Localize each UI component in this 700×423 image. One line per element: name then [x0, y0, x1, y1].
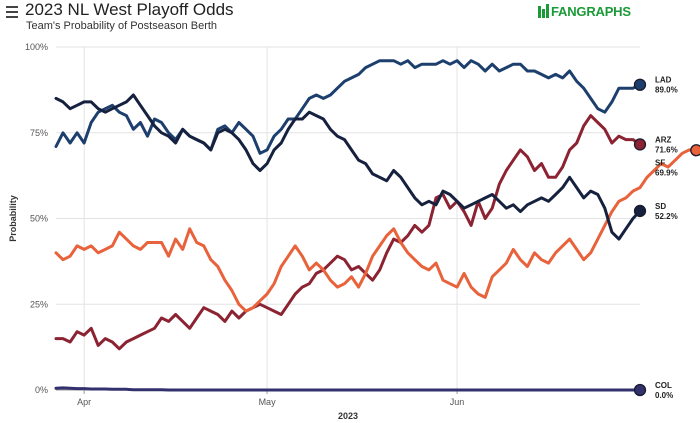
logo-text-graphs: GRAPHS [576, 3, 631, 19]
menu-icon[interactable] [6, 6, 18, 18]
y-axis-title: Probability [8, 195, 18, 242]
series-value-sf: 69.9% [655, 168, 678, 177]
y-tick-label: 0% [35, 385, 48, 395]
series-line-arz [54, 114, 642, 351]
x-axis-title: 2023 [338, 411, 358, 421]
series-value-col: 0.0% [655, 391, 673, 400]
series-value-sd: 52.2% [655, 212, 678, 221]
menu-bar [6, 16, 18, 18]
end-marker-col [633, 383, 647, 397]
series-label-arz: ARZ [655, 135, 672, 144]
series-value-lad: 89.0% [655, 86, 678, 95]
page-subtitle: Team's Probability of Postseason Berth [26, 20, 218, 32]
series-label-lad: LAD [655, 76, 672, 85]
page-title: 2023 NL West Playoff Odds [25, 0, 234, 19]
series-label-sf: SF [655, 158, 665, 167]
end-marker-lad [633, 78, 647, 91]
menu-bar [6, 6, 18, 8]
series-line-col [54, 386, 642, 392]
series-line-sd [54, 93, 642, 241]
fangraphs-logo-icon [538, 4, 549, 18]
menu-bar [6, 11, 18, 13]
end-marker-sf [690, 144, 700, 157]
logo-text-fan: FAN [551, 3, 577, 19]
y-tick-label: 100% [25, 42, 48, 52]
series-line-lad [54, 59, 642, 155]
y-tick-label: 75% [30, 128, 48, 138]
end-marker-sd [633, 204, 647, 218]
series-label-sd: SD [655, 202, 666, 211]
y-tick-label: 25% [30, 299, 48, 309]
y-tick-label: 50% [30, 214, 48, 224]
x-tick-label: Jun [450, 397, 465, 407]
end-marker-arz [633, 138, 647, 151]
x-tick-label: May [259, 397, 277, 407]
x-tick-label: Apr [77, 397, 91, 407]
fangraphs-logo[interactable]: FAN GRAPHS [538, 2, 631, 20]
series-value-arz: 71.6% [655, 145, 678, 154]
series-label-col: COL [655, 381, 672, 390]
series-line-sf [54, 148, 698, 313]
